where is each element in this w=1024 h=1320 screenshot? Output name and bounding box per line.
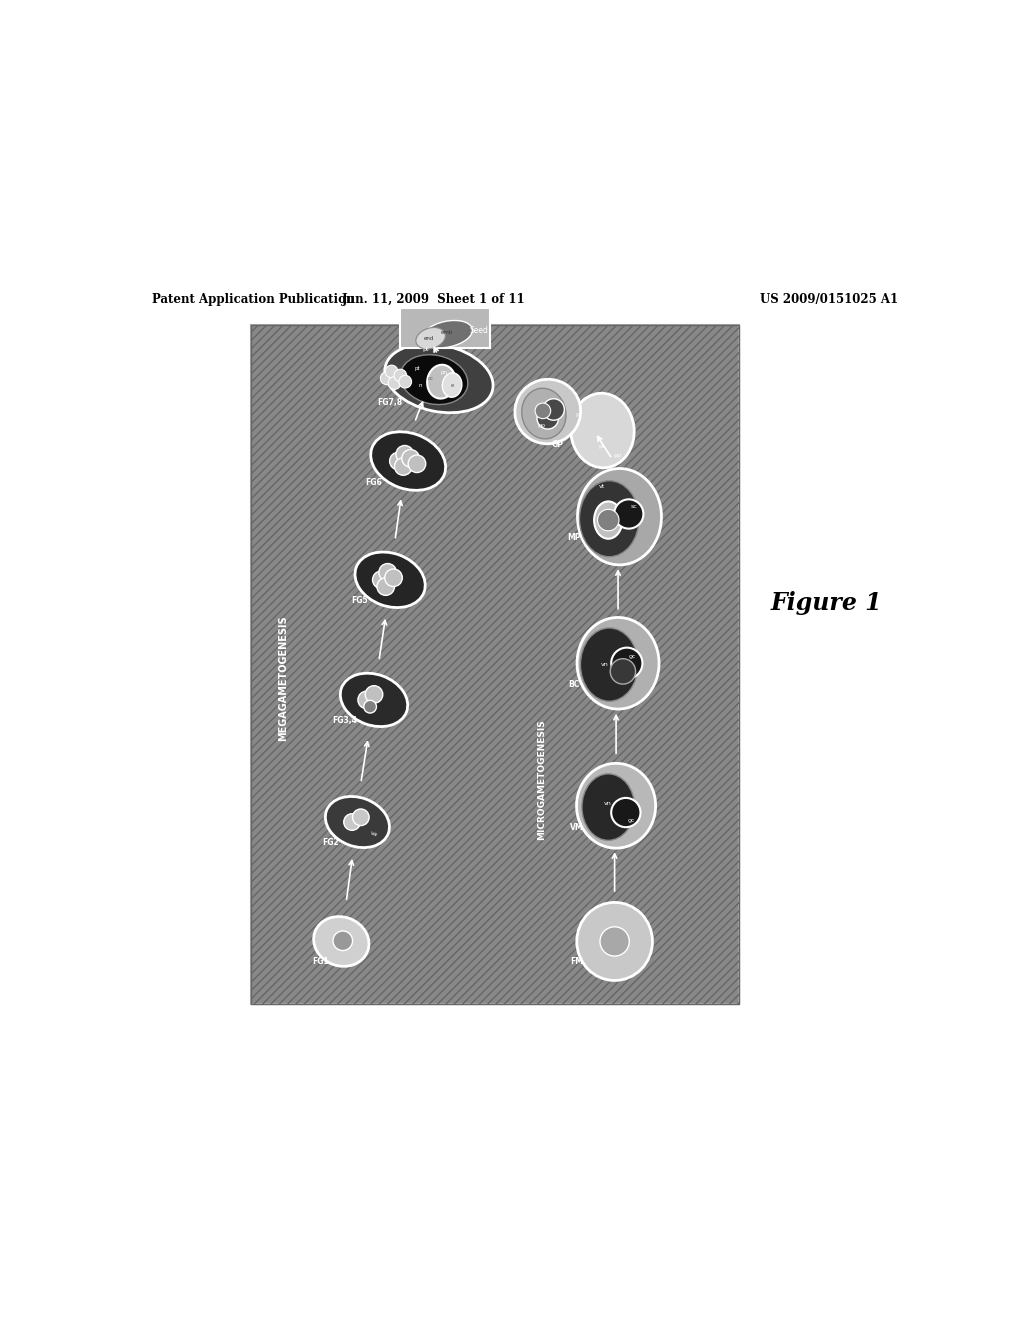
- Text: Jun. 11, 2009  Sheet 1 of 11: Jun. 11, 2009 Sheet 1 of 11: [342, 293, 525, 306]
- Ellipse shape: [416, 327, 445, 348]
- Ellipse shape: [400, 355, 468, 404]
- Text: FG7,8: FG7,8: [378, 397, 402, 407]
- Text: gc: gc: [628, 818, 636, 824]
- Circle shape: [600, 927, 630, 956]
- Text: Figure 1: Figure 1: [770, 591, 883, 615]
- Circle shape: [366, 685, 383, 704]
- Text: pn: pn: [440, 371, 447, 375]
- Ellipse shape: [355, 552, 425, 607]
- Ellipse shape: [581, 628, 638, 701]
- Text: FG5: FG5: [351, 595, 369, 605]
- Circle shape: [401, 450, 420, 467]
- Circle shape: [536, 403, 551, 418]
- Text: Seed: Seed: [470, 326, 488, 334]
- Ellipse shape: [580, 480, 639, 557]
- Text: pt: pt: [598, 444, 605, 449]
- Text: pp: pp: [538, 424, 546, 428]
- Bar: [399, 309, 490, 347]
- Ellipse shape: [594, 502, 623, 539]
- Circle shape: [409, 455, 426, 473]
- Ellipse shape: [578, 469, 662, 565]
- Text: MEGAGAMETOGENESIS: MEGAGAMETOGENESIS: [278, 615, 288, 741]
- Text: emb: emb: [441, 330, 454, 335]
- Circle shape: [364, 701, 377, 713]
- Circle shape: [380, 372, 393, 384]
- Text: FM: FM: [570, 957, 584, 966]
- Ellipse shape: [326, 796, 389, 847]
- Ellipse shape: [442, 372, 462, 397]
- Circle shape: [389, 453, 408, 470]
- Ellipse shape: [577, 903, 652, 981]
- Text: FG6: FG6: [366, 478, 382, 487]
- Text: FG1: FG1: [312, 957, 329, 966]
- Ellipse shape: [582, 774, 635, 841]
- Circle shape: [543, 399, 564, 420]
- Text: vn: vn: [603, 801, 611, 807]
- Ellipse shape: [515, 379, 581, 444]
- Text: pt: pt: [414, 366, 420, 371]
- Circle shape: [614, 499, 643, 528]
- Circle shape: [388, 376, 400, 389]
- Bar: [251, 325, 739, 1005]
- Circle shape: [344, 813, 360, 830]
- Text: pt: pt: [423, 347, 429, 351]
- Text: gc: gc: [629, 653, 637, 659]
- Ellipse shape: [422, 321, 472, 348]
- Text: VM: VM: [570, 822, 584, 832]
- Text: sc: sc: [631, 504, 637, 510]
- Text: FG2: FG2: [323, 838, 339, 847]
- Text: pt: pt: [575, 412, 583, 417]
- Circle shape: [394, 458, 412, 475]
- Circle shape: [611, 797, 640, 828]
- Circle shape: [385, 366, 398, 378]
- Ellipse shape: [570, 393, 634, 467]
- Text: US 2009/0151025 A1: US 2009/0151025 A1: [760, 293, 898, 306]
- Circle shape: [396, 445, 414, 463]
- Text: vn: vn: [600, 663, 608, 667]
- Circle shape: [377, 578, 394, 595]
- Circle shape: [352, 809, 369, 825]
- Text: cc: cc: [428, 376, 433, 380]
- Ellipse shape: [340, 673, 408, 726]
- Circle shape: [399, 375, 412, 388]
- Text: e: e: [451, 383, 454, 388]
- Circle shape: [379, 564, 396, 581]
- Text: GP: GP: [552, 440, 563, 449]
- Circle shape: [598, 510, 620, 531]
- Ellipse shape: [427, 364, 456, 399]
- Ellipse shape: [577, 763, 655, 849]
- Text: va: va: [370, 830, 379, 838]
- Text: MICROGAMETOGENESIS: MICROGAMETOGENESIS: [537, 719, 546, 841]
- Circle shape: [611, 648, 642, 678]
- Text: pp: pp: [613, 453, 621, 458]
- Circle shape: [610, 659, 636, 684]
- Circle shape: [385, 569, 402, 586]
- Ellipse shape: [371, 432, 445, 490]
- Text: FG3,4: FG3,4: [332, 715, 357, 725]
- Circle shape: [373, 572, 390, 589]
- Text: Patent Application Publication: Patent Application Publication: [152, 293, 354, 306]
- Circle shape: [537, 408, 558, 429]
- Text: MP: MP: [567, 533, 581, 543]
- Bar: [251, 325, 739, 1005]
- Text: n: n: [418, 383, 422, 388]
- Circle shape: [394, 370, 407, 381]
- Ellipse shape: [385, 343, 494, 413]
- Ellipse shape: [313, 916, 369, 966]
- Text: BC: BC: [568, 681, 580, 689]
- Text: end: end: [424, 335, 434, 341]
- Ellipse shape: [578, 618, 659, 709]
- Circle shape: [333, 931, 352, 950]
- Ellipse shape: [568, 405, 616, 433]
- Text: vt: vt: [599, 484, 605, 490]
- Ellipse shape: [521, 388, 566, 438]
- Circle shape: [358, 692, 376, 709]
